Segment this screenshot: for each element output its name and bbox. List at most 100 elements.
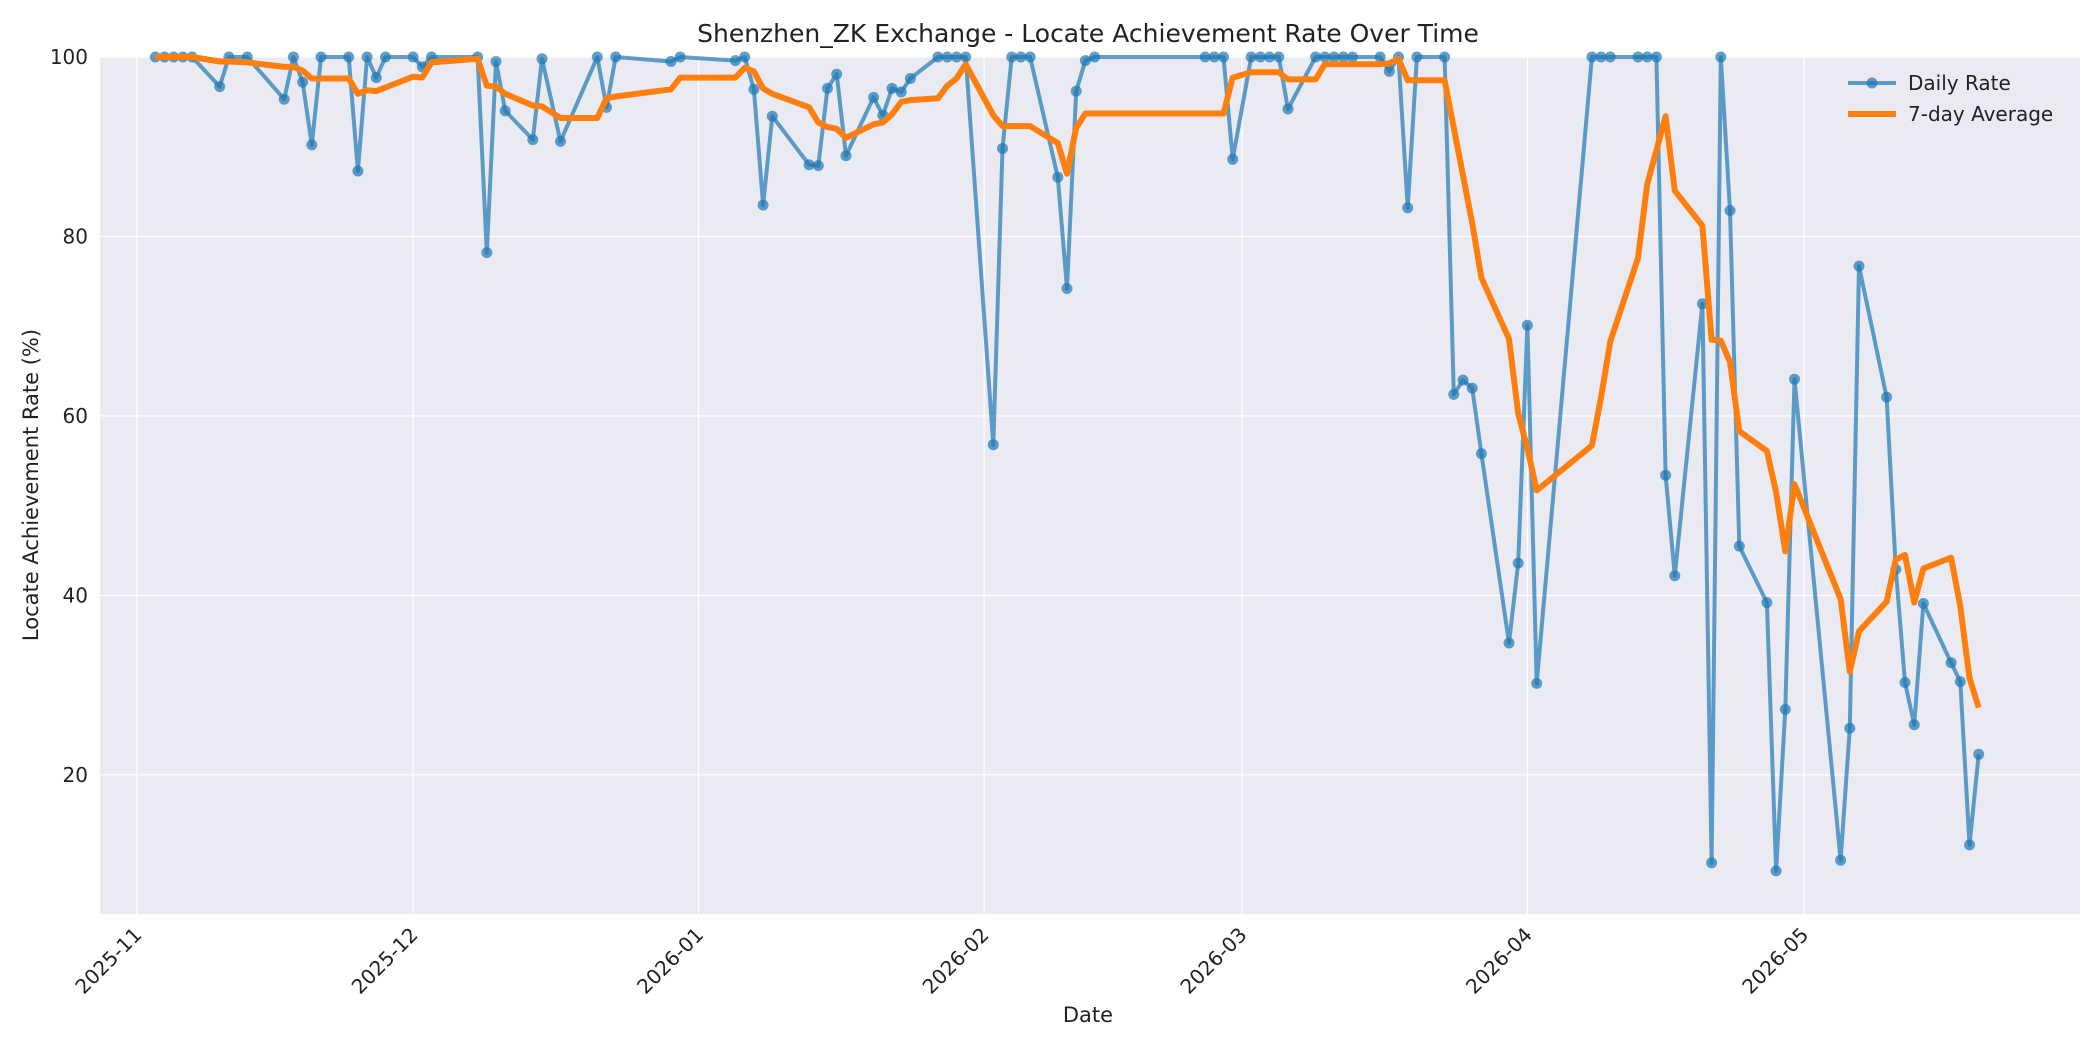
- daily-rate-point: [1070, 85, 1082, 97]
- daily-rate-point: [370, 72, 382, 84]
- legend-7-day-average-label: 7-day Average: [1908, 102, 2053, 126]
- daily-rate-point: [766, 110, 778, 122]
- daily-rate-point: [803, 159, 815, 171]
- daily-rate-point: [1706, 857, 1718, 869]
- daily-rate-point: [591, 51, 603, 63]
- daily-rate-point: [407, 51, 419, 63]
- daily-rate-point: [1439, 51, 1451, 63]
- daily-rate-point: [1604, 51, 1616, 63]
- daily-rate-point: [1282, 103, 1294, 115]
- daily-rate-point: [1052, 171, 1064, 183]
- daily-rate-point: [1586, 51, 1598, 63]
- daily-rate-point: [739, 51, 751, 63]
- daily-rate-point: [527, 134, 539, 146]
- daily-rate-point: [297, 76, 309, 88]
- daily-rate-point: [1006, 51, 1018, 63]
- chart-title: Shenzhen_ZK Exchange - Locate Achievemen…: [697, 19, 1479, 48]
- daily-rate-point: [1061, 283, 1073, 294]
- daily-rate-point: [481, 247, 493, 259]
- daily-rate-point: [1328, 51, 1340, 63]
- daily-rate-point: [361, 51, 373, 63]
- daily-rate-point: [214, 81, 226, 93]
- daily-rate-point: [1853, 260, 1865, 272]
- daily-rate-point: [1770, 865, 1782, 877]
- daily-rate-point: [812, 160, 824, 172]
- daily-rate-point: [490, 56, 502, 67]
- daily-rate-point: [1411, 51, 1423, 63]
- daily-rate-point: [278, 93, 290, 105]
- daily-rate-point: [1724, 205, 1736, 216]
- daily-rate-point: [352, 165, 364, 177]
- daily-rate-point: [932, 51, 944, 63]
- daily-rate-point: [1881, 391, 1893, 403]
- daily-rate-point: [1466, 382, 1478, 394]
- series-layer: [149, 51, 1985, 877]
- daily-rate-point: [306, 139, 318, 151]
- daily-rate-point: [665, 56, 677, 67]
- daily-rate-point: [748, 83, 760, 95]
- daily-rate-point: [1475, 448, 1487, 460]
- daily-rate-point: [1899, 677, 1911, 688]
- daily-rate-point: [1347, 51, 1358, 63]
- daily-rate-point: [1089, 51, 1101, 63]
- daily-rate-point: [1457, 374, 1469, 386]
- daily-rate-point: [1973, 748, 1985, 760]
- daily-rate-point: [1917, 598, 1929, 609]
- y-tick-label: 80: [63, 224, 88, 248]
- daily-rate-point: [1245, 51, 1257, 63]
- daily-rate-point: [1024, 51, 1036, 63]
- daily-rate-point: [1503, 637, 1515, 649]
- daily-rate-point: [1521, 319, 1533, 331]
- daily-rate-point: [729, 55, 741, 67]
- daily-rate-point: [987, 439, 999, 451]
- daily-rate-point: [610, 51, 622, 63]
- y-tick-label: 40: [63, 583, 88, 607]
- daily-rate-point: [1531, 677, 1543, 689]
- daily-rate-point: [1374, 51, 1386, 63]
- daily-rate-point: [1383, 65, 1395, 77]
- daily-rate-point: [343, 51, 355, 63]
- daily-rate-point: [1208, 51, 1220, 63]
- daily-rate-point: [287, 51, 299, 63]
- daily-rate-point: [904, 73, 916, 84]
- y-tick-label: 60: [63, 404, 88, 428]
- daily-rate-point: [1402, 202, 1414, 214]
- y-tick-label: 20: [63, 763, 88, 787]
- legend-daily-rate-label: Daily Rate: [1908, 71, 2011, 95]
- daily-rate-point: [1199, 51, 1211, 63]
- daily-rate-point: [951, 51, 962, 63]
- daily-rate-point: [1954, 676, 1966, 688]
- daily-rate-point: [555, 135, 566, 147]
- daily-rate-point: [1595, 51, 1607, 63]
- daily-rate-point: [886, 82, 898, 94]
- daily-rate-point: [380, 51, 391, 63]
- daily-rate-point: [1733, 540, 1745, 552]
- daily-rate-point: [499, 105, 511, 117]
- daily-rate-point: [941, 51, 953, 63]
- daily-rate-point: [960, 51, 972, 63]
- daily-rate-point: [1779, 703, 1791, 715]
- daily-rate-point: [1015, 51, 1027, 63]
- x-axis-title: Date: [1063, 1003, 1113, 1027]
- seven-day-average-line: [155, 54, 1982, 709]
- daily-rate-point: [1079, 55, 1091, 67]
- daily-rate-point: [1789, 373, 1800, 385]
- daily-rate-point: [822, 82, 833, 94]
- legend: Daily Rate 7-day Average: [1848, 71, 2053, 126]
- daily-rate-point: [1227, 153, 1239, 165]
- daily-rate-point: [1715, 51, 1727, 63]
- daily-rate-point: [1641, 51, 1653, 63]
- plot-area: [100, 57, 2080, 914]
- daily-rate-point: [757, 199, 769, 211]
- daily-rate-point: [831, 68, 843, 80]
- series-7-day-average: [155, 54, 1982, 709]
- daily-rate-point: [1254, 51, 1266, 63]
- daily-rate-point: [1844, 722, 1856, 734]
- daily-rate-point: [1632, 51, 1644, 63]
- daily-rate-point: [536, 53, 548, 65]
- y-axis: 20 40 60 80 100: [50, 45, 88, 787]
- daily-rate-point: [1310, 51, 1322, 63]
- daily-rate-point: [1264, 51, 1276, 63]
- y-axis-title: Locate Achievement Rate (%): [19, 329, 43, 641]
- daily-rate-point: [1512, 557, 1524, 569]
